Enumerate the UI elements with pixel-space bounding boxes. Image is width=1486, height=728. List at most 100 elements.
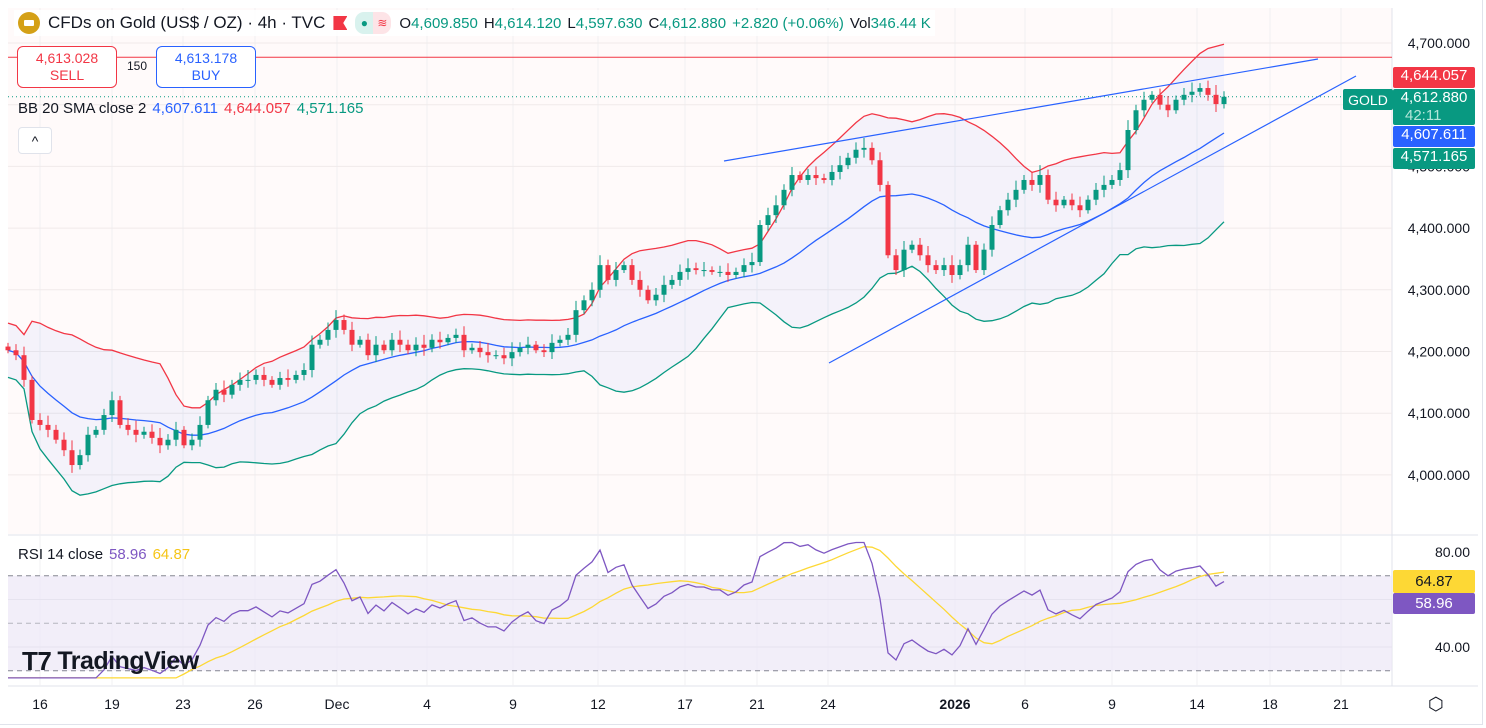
candle-body [1101, 184, 1107, 190]
candle [645, 285, 651, 304]
candle-body [469, 347, 475, 351]
candle [717, 265, 723, 277]
candle [1221, 91, 1227, 109]
candle-body [981, 249, 987, 271]
candle-body [381, 344, 387, 351]
candle-body [533, 344, 539, 351]
market-status-pill[interactable]: ● ≋ [355, 12, 392, 34]
rsi-ma-tag: 64.87 [1393, 570, 1475, 593]
candle-body [245, 379, 251, 381]
candle [117, 395, 123, 429]
candle [45, 415, 51, 438]
trendline-lower [828, 75, 1357, 364]
chart-settings-icon[interactable]: ⬡ [1428, 694, 1444, 714]
candle [1157, 88, 1163, 110]
candle-body [653, 294, 659, 301]
candle [269, 376, 275, 388]
candle [885, 181, 891, 259]
symbol-tag: GOLD [1343, 89, 1393, 110]
candle [541, 344, 547, 358]
candle [829, 165, 835, 186]
rsi-axis-label: 80.00 [1435, 544, 1470, 560]
candle [189, 433, 195, 451]
high-label: H [483, 14, 495, 32]
candle [1205, 80, 1211, 101]
candle-body [621, 265, 627, 271]
candle-body [1213, 94, 1219, 105]
candle [613, 262, 619, 287]
candle-body [877, 160, 883, 185]
candle [77, 449, 83, 470]
high-value: 4,614.120 [494, 14, 562, 32]
candle [805, 168, 811, 185]
candle-body [861, 147, 867, 150]
candle [205, 395, 211, 429]
candle-body [53, 429, 59, 440]
sell-button[interactable]: 4,613.028 SELL [17, 46, 117, 88]
candle [565, 328, 571, 346]
candle-body [429, 339, 435, 348]
buy-button[interactable]: 4,613.178 BUY [156, 46, 256, 88]
candle [229, 379, 235, 399]
candle-body [605, 265, 611, 280]
candle [1021, 175, 1027, 194]
candle [701, 262, 707, 277]
gold-logo-icon [18, 12, 40, 34]
candle-body [557, 339, 563, 343]
candle-body [421, 344, 427, 348]
candle [221, 380, 227, 403]
candle-body [389, 339, 395, 351]
chevron-up-icon: ^ [31, 132, 39, 149]
candle [669, 274, 675, 289]
collapse-legend-button[interactable]: ^ [18, 127, 52, 154]
last-price: 4,612.880 [1400, 89, 1468, 106]
time-axis-label: 23 [175, 696, 191, 712]
candle [925, 245, 931, 273]
rsi-axis-label: 40.00 [1435, 639, 1470, 655]
candle [845, 152, 851, 170]
candle [1085, 195, 1091, 214]
flag-icon[interactable] [333, 16, 348, 30]
candle [437, 331, 443, 349]
bollinger-legend[interactable]: BB 20 SMA close 2 4,607.611 4,644.057 4,… [18, 100, 364, 117]
close-label: C [648, 14, 660, 32]
candle-body [405, 344, 411, 351]
bar-countdown: 42:11 [1405, 107, 1442, 124]
candle-body [277, 378, 283, 385]
candle [253, 369, 259, 385]
last-price-tag: 4,612.880 42:11 [1393, 89, 1475, 125]
candle [357, 336, 363, 348]
candle [93, 426, 99, 438]
candle [477, 341, 483, 358]
candle-body [461, 334, 467, 351]
time-axis-label: 2026 [939, 696, 970, 712]
rsi-legend[interactable]: RSI 14 close 58.96 64.87 [18, 546, 190, 563]
candle [365, 333, 371, 361]
candle-body [901, 249, 907, 271]
sell-label: SELL [49, 67, 85, 83]
candle-body [1061, 199, 1067, 206]
candle [13, 344, 19, 361]
candle [445, 334, 451, 346]
candle [1141, 91, 1147, 117]
candle-body [629, 265, 635, 280]
candle-body [1045, 175, 1051, 200]
candle-body [445, 337, 451, 343]
symbol-title[interactable]: CFDs on Gold (US$ / OZ) · 4h · TVC [48, 13, 326, 32]
time-axis-label: 19 [104, 696, 120, 712]
candle [933, 260, 939, 275]
candle [413, 337, 419, 357]
candle-body [1053, 199, 1059, 206]
time-axis-label: 4 [423, 696, 431, 712]
candle [1069, 193, 1075, 211]
candle-body [965, 244, 971, 266]
time-axis-label: 9 [509, 696, 517, 712]
candle-body [677, 271, 683, 280]
candle-body [685, 268, 691, 272]
tradingview-watermark[interactable]: T7 TradingView [22, 646, 199, 677]
candle [485, 342, 491, 363]
rsi-name: RSI 14 close [18, 546, 104, 563]
candle-body [661, 284, 667, 295]
candle-body [541, 350, 547, 353]
